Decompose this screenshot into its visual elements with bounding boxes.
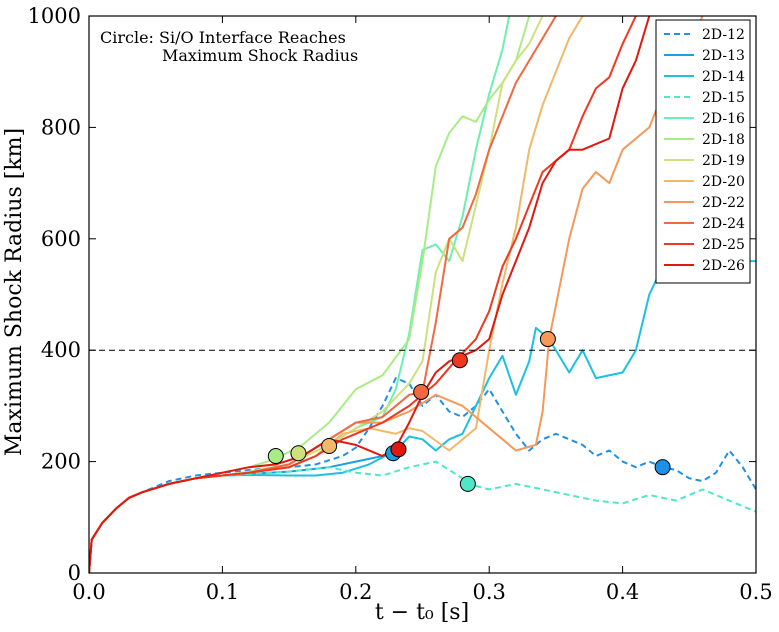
x-tick-label: 0.3 [472, 580, 505, 604]
x-tick-label: 0.2 [339, 580, 372, 604]
y-axis-label: Maximum Shock Radius [km] [2, 128, 27, 456]
series-line-2d-15 [89, 460, 756, 573]
legend-label-2d-22: 2D-22 [702, 195, 745, 211]
y-tick-label: 400 [41, 338, 81, 362]
legend-label-2d-15: 2D-15 [702, 90, 745, 106]
y-tick-label: 0 [68, 561, 81, 585]
legend-label-2d-14: 2D-14 [702, 69, 745, 85]
marker-2d-15 [459, 475, 476, 492]
marker-2d-18 [267, 448, 284, 465]
legend-label-2d-18: 2D-18 [702, 132, 745, 148]
series-line-2d-22 [89, 16, 704, 573]
legend-label-2d-19: 2D-19 [702, 153, 745, 169]
y-tick-label: 600 [41, 227, 81, 251]
annotation: Circle: Si/O Interface Reaches Maximum S… [100, 28, 358, 65]
y-tick-label: 1000 [28, 4, 81, 28]
marker-layer [267, 331, 671, 492]
plot-frame [88, 15, 757, 574]
marker-2d-24 [413, 383, 430, 400]
x-axis-label: t − t₀ [s] [375, 600, 469, 625]
axis-ticks: 0.0 0.1 0.2 0.3 0.4 0.5 0 200 400 600 800 1000 [28, 4, 773, 604]
marker-2d-19 [290, 445, 307, 462]
legend-label-2d-20: 2D-20 [702, 174, 745, 190]
legend-label-2d-26: 2D-26 [702, 258, 745, 274]
x-tick-label: 0.1 [206, 580, 239, 604]
legend-label-2d-25: 2D-25 [702, 237, 745, 253]
marker-2d-25 [451, 352, 468, 369]
legend: 2D-12 2D-13 2D-14 2D-15 2D-16 2D-18 2D-19 2D-20… [655, 19, 751, 284]
legend-box [655, 19, 751, 284]
x-tick-label: 0.0 [72, 580, 105, 604]
x-tick-label: 0.5 [739, 580, 772, 604]
marker-2d-12 [654, 459, 671, 476]
series-line-2d-25 [89, 16, 637, 573]
legend-label-2d-13: 2D-13 [702, 48, 745, 64]
legend-label-2d-24: 2D-24 [702, 216, 745, 232]
legend-label-2d-16: 2D-16 [702, 111, 745, 127]
annotation-line-2: Maximum Shock Radius [162, 46, 358, 65]
y-tick-label: 200 [41, 450, 81, 474]
series-line-2d-19 [89, 16, 544, 573]
series-line-2d-26 [89, 16, 651, 573]
y-tick-label: 800 [41, 115, 81, 139]
legend-label-2d-12: 2D-12 [702, 27, 745, 43]
marker-2d-20 [321, 438, 338, 455]
marker-2d-22 [539, 331, 556, 348]
annotation-line-1: Circle: Si/O Interface Reaches [100, 28, 346, 47]
series-line-2d-12 [89, 377, 756, 573]
x-tick-label: 0.4 [606, 580, 639, 604]
marker-2d-26 [390, 441, 407, 458]
